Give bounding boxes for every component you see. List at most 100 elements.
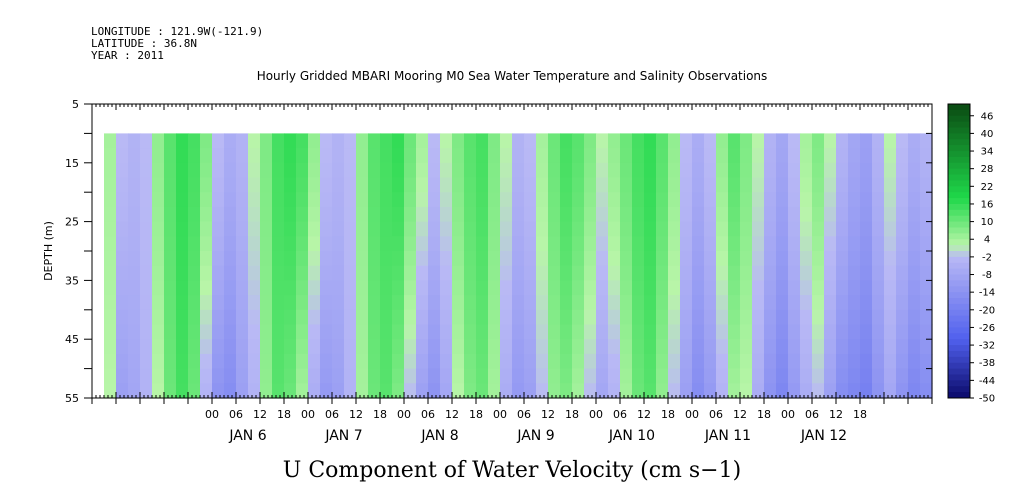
heatmap-cell xyxy=(632,309,645,326)
heatmap-cell xyxy=(512,251,525,267)
heatmap-cell xyxy=(308,192,321,208)
x-tick-label: 18 xyxy=(469,408,483,421)
heatmap-cell xyxy=(644,162,657,179)
heatmap-cell xyxy=(452,353,465,370)
heatmap-cell xyxy=(812,148,825,164)
heatmap-cell xyxy=(152,383,165,399)
heatmap-cell xyxy=(452,265,465,281)
heatmap-cell xyxy=(368,192,381,208)
heatmap-cell xyxy=(356,295,369,311)
heatmap-cell xyxy=(728,265,741,281)
heatmap-cell xyxy=(212,295,225,311)
x-day-label: JAN 7 xyxy=(324,428,362,444)
heatmap-cell xyxy=(524,162,537,179)
heatmap-cell xyxy=(596,265,609,281)
heatmap-cell xyxy=(620,133,633,149)
heatmap-cell xyxy=(668,148,681,164)
heatmap-cell xyxy=(632,324,645,340)
heatmap-cell xyxy=(608,280,621,296)
heatmap-cell xyxy=(368,162,381,179)
heatmap-cell xyxy=(620,236,633,252)
heatmap-cell xyxy=(164,221,177,237)
heatmap-cell xyxy=(272,162,285,179)
heatmap-cell xyxy=(236,339,249,355)
heatmap-cell xyxy=(236,353,249,370)
heatmap-cell xyxy=(752,339,765,355)
heatmap-cell xyxy=(704,192,717,208)
heatmap-cell xyxy=(716,206,729,223)
heatmap-cell xyxy=(884,162,897,179)
heatmap-cell xyxy=(644,177,657,193)
heatmap-cell xyxy=(560,339,573,355)
heatmap-cell xyxy=(200,339,213,355)
heatmap-cell xyxy=(224,162,237,179)
heatmap-cell xyxy=(656,265,669,281)
heatmap-cell xyxy=(320,265,333,281)
heatmap-cell xyxy=(176,309,189,326)
heatmap-cell xyxy=(236,251,249,267)
heatmap-cell xyxy=(356,177,369,193)
heatmap-cell xyxy=(116,309,129,326)
heatmap-cell xyxy=(740,280,753,296)
heatmap-cell xyxy=(212,309,225,326)
heatmap-cell xyxy=(836,251,849,267)
heatmap-cell xyxy=(920,236,933,252)
heatmap-cell xyxy=(560,177,573,193)
heatmap-cell xyxy=(848,206,861,223)
heatmap-cell xyxy=(392,192,405,208)
heatmap-cell xyxy=(668,221,681,237)
heatmap-cell xyxy=(248,309,261,326)
heatmap-cell xyxy=(512,148,525,164)
heatmap-cell xyxy=(560,133,573,149)
heatmap-cell xyxy=(212,133,225,149)
heatmap-cell xyxy=(260,133,273,149)
heatmap-cell xyxy=(824,265,837,281)
colorbar-swatch xyxy=(948,168,970,176)
heatmap-cell xyxy=(452,280,465,296)
heatmap-cell xyxy=(788,265,801,281)
heatmap-cell xyxy=(800,162,813,179)
heatmap-cell xyxy=(584,133,597,149)
heatmap-cell xyxy=(596,368,609,384)
heatmap-cell xyxy=(776,221,789,237)
colorbar-swatch xyxy=(948,362,970,370)
heatmap-cell xyxy=(296,295,309,311)
heatmap-cell xyxy=(488,295,501,311)
heatmap-cell xyxy=(344,236,357,252)
heatmap-cell xyxy=(320,309,333,326)
heatmap-cell xyxy=(848,177,861,193)
colorbar-label: -2 xyxy=(982,252,992,263)
heatmap-cell xyxy=(140,148,153,164)
heatmap-cell xyxy=(476,236,489,252)
colorbar-swatch xyxy=(948,145,970,152)
heatmap-cell xyxy=(632,251,645,267)
heatmap-cell xyxy=(440,236,453,252)
heatmap-cell xyxy=(344,221,357,237)
heatmap-cell xyxy=(476,192,489,208)
heatmap-cell xyxy=(560,309,573,326)
x-tick-label: 00 xyxy=(589,408,603,421)
heatmap-cell xyxy=(416,162,429,179)
heatmap-cell xyxy=(248,251,261,267)
heatmap-cell xyxy=(332,177,345,193)
heatmap-cell xyxy=(308,324,321,340)
heatmap-cell xyxy=(908,148,921,164)
heatmap-cell xyxy=(920,295,933,311)
colorbar-label: -26 xyxy=(979,323,995,334)
heatmap-cell xyxy=(776,162,789,179)
heatmap-cell xyxy=(476,280,489,296)
heatmap-cell xyxy=(476,295,489,311)
heatmap-cell xyxy=(368,383,381,399)
heatmap-cell xyxy=(644,309,657,326)
heatmap-cell xyxy=(692,295,705,311)
heatmap-cell xyxy=(356,280,369,296)
heatmap-cell xyxy=(512,368,525,384)
heatmap-cell xyxy=(884,368,897,384)
heatmap-cell xyxy=(368,324,381,340)
heatmap-cell xyxy=(476,309,489,326)
heatmap-cell xyxy=(308,236,321,252)
heatmap-cell xyxy=(884,295,897,311)
heatmap-cell xyxy=(632,383,645,399)
heatmap-cell xyxy=(320,192,333,208)
heatmap-cell xyxy=(140,162,153,179)
